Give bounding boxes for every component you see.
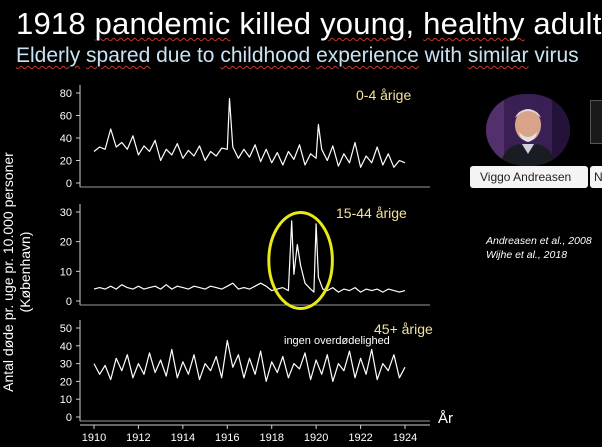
y-tick-label: 60 bbox=[60, 111, 72, 123]
series-line bbox=[93, 97, 406, 168]
subtitle-part: experience bbox=[316, 44, 419, 67]
title-part: pandemic bbox=[94, 6, 231, 41]
y-tick-label: 20 bbox=[60, 156, 72, 168]
subtitle-part: with bbox=[418, 44, 468, 67]
subtitle-part: Elderly bbox=[16, 44, 81, 67]
y-tick-label: 20 bbox=[60, 237, 72, 249]
y-tick-label: 20 bbox=[60, 376, 72, 388]
no-excess-mortality-note: ingen overdødelighed bbox=[284, 335, 390, 347]
title-part: killed bbox=[230, 6, 321, 41]
second-video-tile[interactable] bbox=[590, 100, 602, 144]
x-tick-label: 1912 bbox=[126, 432, 150, 444]
y-tick-label: 30 bbox=[60, 359, 72, 371]
y-tick-label: 0 bbox=[66, 412, 72, 424]
title-part: , bbox=[405, 6, 424, 41]
subtitle-part: childhood bbox=[220, 44, 311, 67]
x-tick-label: 1922 bbox=[348, 432, 372, 444]
speaker-name-label: Viggo Andreasen bbox=[470, 166, 588, 188]
y-tick-label: 40 bbox=[60, 341, 72, 353]
y-tick-label: 40 bbox=[60, 133, 72, 145]
series-line bbox=[93, 220, 406, 293]
panel-label-15-44: 15-44 årige bbox=[336, 205, 407, 221]
series-line bbox=[93, 339, 406, 382]
x-tick-label: 1916 bbox=[215, 432, 239, 444]
speaker-video-tile[interactable] bbox=[486, 94, 570, 166]
title-part: healthy bbox=[423, 6, 525, 41]
title-part: young bbox=[320, 6, 406, 41]
x-tick-label: 1924 bbox=[393, 432, 417, 444]
x-tick-label: 1920 bbox=[304, 432, 328, 444]
title-part: adults bbox=[533, 6, 602, 41]
citation-andreasen: Andreasen et al., 2008 bbox=[486, 235, 592, 247]
y-tick-label: 0 bbox=[66, 296, 72, 308]
x-tick-label: 1918 bbox=[259, 432, 283, 444]
y-axis-label-line2: (København) bbox=[17, 231, 33, 313]
subtitle-part: due to bbox=[150, 44, 221, 67]
slide-subtitle: Elderly spared due to childhood experien… bbox=[16, 44, 579, 68]
panel-label-0-4: 0-4 årige bbox=[356, 87, 412, 103]
second-participant-label: N bbox=[590, 166, 602, 188]
pandemic-highlight-ellipse bbox=[267, 211, 334, 310]
second-participant-initial: N bbox=[594, 170, 602, 184]
person-avatar-icon bbox=[486, 94, 570, 166]
x-tick-label: 1914 bbox=[171, 432, 195, 444]
x-tick-label: 1910 bbox=[82, 432, 106, 444]
y-tick-label: 50 bbox=[60, 323, 72, 335]
y-tick-label: 30 bbox=[60, 207, 72, 219]
title-part: 1918 bbox=[16, 6, 95, 41]
y-tick-label: 10 bbox=[60, 394, 72, 406]
y-tick-label: 0 bbox=[66, 178, 72, 190]
subtitle-part: spared bbox=[86, 44, 151, 67]
panel-label-45-plus: 45+ årige bbox=[374, 321, 433, 337]
subtitle-part: virus bbox=[528, 44, 579, 67]
y-axis-label-line1: Antal døde pr. uge pr. 10.000 personer bbox=[0, 152, 16, 392]
y-axis-label: Antal døde pr. uge pr. 10.000 personer (… bbox=[0, 137, 34, 407]
y-tick-label: 80 bbox=[60, 88, 72, 100]
x-axis-label: År bbox=[438, 410, 453, 427]
subtitle-part: similar bbox=[467, 44, 529, 67]
citation-wijhe: Wijhe et al., 2018 bbox=[486, 249, 568, 261]
slide-title: 1918 pandemic killed young, healthy adul… bbox=[16, 6, 602, 42]
y-tick-label: 10 bbox=[60, 266, 72, 278]
